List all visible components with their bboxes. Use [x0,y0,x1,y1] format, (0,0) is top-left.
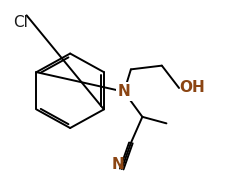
Text: Cl: Cl [13,15,28,30]
Text: OH: OH [178,81,204,95]
Text: N: N [117,84,130,99]
Text: N: N [111,157,124,172]
